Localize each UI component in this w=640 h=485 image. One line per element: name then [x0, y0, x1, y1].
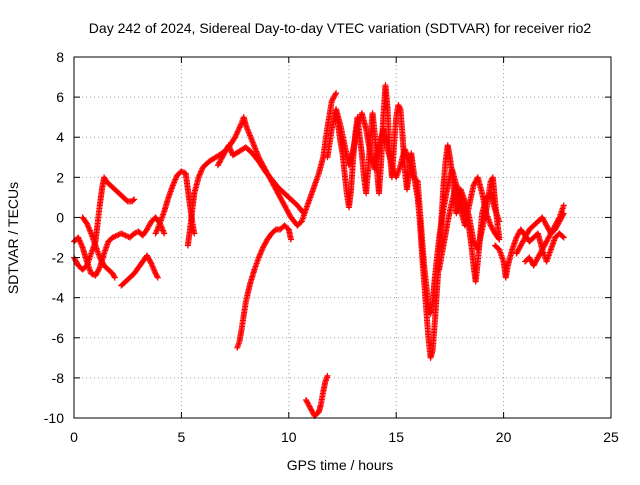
data-point — [147, 259, 154, 266]
series-arc-o — [522, 210, 567, 269]
x-tick-label: 5 — [178, 429, 186, 445]
data-point — [96, 265, 103, 272]
series-arc-h — [234, 222, 294, 351]
series-arc-b — [71, 174, 138, 273]
x-tick-label: 15 — [388, 429, 404, 445]
series-arc-l — [436, 182, 503, 285]
y-tick-label: 0 — [56, 209, 64, 225]
series-arc-k — [324, 106, 503, 317]
axis-ticks: 0 5 10 15 20 25 -10 -8 -6 -4 -2 0 2 4 6 8 — [44, 49, 619, 445]
data-point — [299, 209, 306, 216]
data-point — [324, 372, 331, 379]
data-point — [154, 273, 161, 280]
data-point — [161, 230, 168, 237]
series-arc-d — [118, 252, 161, 289]
data-point — [496, 236, 503, 243]
x-tick-label: 20 — [496, 429, 512, 445]
series-arc-i — [302, 372, 331, 419]
data-point — [333, 90, 340, 97]
data-point — [300, 210, 307, 217]
series-arc-m — [492, 226, 567, 281]
data-point — [496, 218, 503, 225]
series-arc-e — [152, 168, 198, 237]
series-arc-a — [71, 214, 168, 279]
x-tick-label: 0 — [70, 429, 78, 445]
x-tick-label: 25 — [603, 429, 619, 445]
data-point — [396, 104, 403, 111]
y-tick-label: 4 — [56, 129, 64, 145]
data-point — [495, 235, 502, 242]
data-point — [560, 234, 567, 241]
x-axis-label: GPS time / hours — [287, 457, 394, 473]
y-tick-label: -6 — [52, 330, 65, 346]
y-tick-label: -10 — [44, 410, 64, 426]
data-point — [131, 196, 138, 203]
x-tick-label: 10 — [281, 429, 297, 445]
y-axis-label: SDTVAR / TECUs — [5, 182, 21, 294]
y-tick-label: -2 — [52, 250, 65, 266]
data-point — [560, 202, 567, 209]
chart-title: Day 242 of 2024, Sidereal Day-to-day VTE… — [89, 20, 592, 36]
data-point — [154, 274, 161, 281]
data-point — [332, 91, 339, 98]
data-point — [111, 273, 118, 280]
data-point — [560, 211, 567, 218]
data-point — [111, 274, 118, 281]
y-tick-label: -8 — [52, 370, 65, 386]
y-tick-label: 6 — [56, 89, 64, 105]
series-arc-c — [79, 214, 118, 281]
data-points — [71, 82, 567, 419]
plot-frame — [73, 56, 612, 419]
y-tick-label: -4 — [52, 290, 65, 306]
series-arc-g — [214, 142, 307, 217]
data-point — [560, 210, 567, 217]
y-tick-label: 8 — [56, 49, 64, 65]
data-point — [559, 233, 566, 240]
y-tick-label: 2 — [56, 169, 64, 185]
data-point — [130, 197, 137, 204]
data-point — [287, 236, 294, 243]
